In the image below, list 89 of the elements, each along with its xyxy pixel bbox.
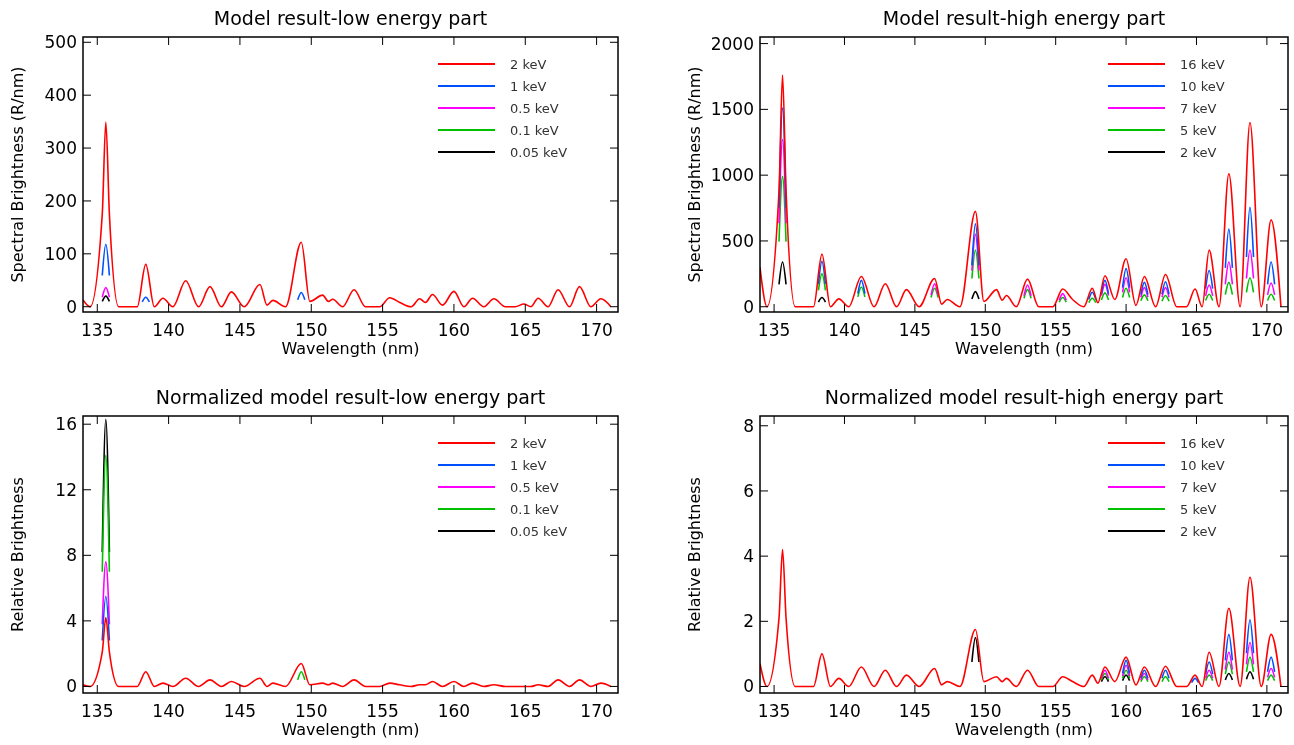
y-axis-title: Spectral Brightness (R/nm) [685, 66, 704, 283]
legend-label: 10 keV [1180, 458, 1225, 473]
legend-label: 2 keV [1180, 145, 1217, 160]
legend-label: 16 keV [1180, 57, 1225, 72]
x-tick-label: 135 [757, 701, 791, 721]
x-tick-label: 135 [81, 320, 114, 340]
x-axis-title: Wavelength (nm) [281, 339, 420, 358]
y-tick-label: 4 [743, 546, 754, 567]
y-tick-label: 6 [743, 480, 754, 501]
y-tick-label: 500 [44, 32, 77, 53]
y-tick-label: 0 [743, 296, 754, 317]
chart-title: Normalized model result-low energy part [155, 386, 546, 408]
chart-title: Normalized model result-high energy part [824, 386, 1224, 408]
legend-label: 0.5 keV [510, 480, 559, 495]
x-tick-label: 155 [366, 701, 399, 721]
x-tick-label: 140 [828, 701, 861, 721]
x-tick-label: 170 [1250, 320, 1284, 340]
x-tick-label: 140 [152, 701, 185, 721]
legend-label: 2 keV [510, 436, 547, 451]
y-tick-label: 1000 [710, 165, 754, 186]
legend-label: 2 keV [1180, 524, 1217, 539]
legend-label: 1 keV [510, 458, 547, 473]
legend-label: 1 keV [510, 79, 547, 94]
legend-label: 0.5 keV [510, 101, 559, 116]
legend-label: 0.05 keV [510, 524, 568, 539]
x-axis-title: Wavelength (nm) [281, 720, 420, 739]
x-tick-label: 145 [898, 320, 932, 340]
y-tick-label: 12 [55, 479, 77, 500]
line-series [83, 121, 612, 308]
legend-label: 10 keV [1180, 79, 1225, 94]
y-tick-label: 200 [44, 190, 77, 211]
line-series [760, 548, 1282, 688]
legend-label: 0.05 keV [510, 145, 568, 160]
x-tick-label: 140 [828, 320, 861, 340]
x-tick-label: 145 [223, 320, 257, 340]
y-tick-label: 4 [66, 610, 77, 631]
x-tick-label: 160 [437, 320, 471, 340]
y-tick-label: 8 [66, 545, 77, 566]
y-axis-title: Relative Brightness [685, 477, 704, 632]
y-tick-label: 0 [743, 676, 754, 697]
chart-title: Model result-high energy part [882, 7, 1166, 29]
y-tick-label: 2 [743, 611, 754, 632]
legend-label: 2 keV [510, 57, 547, 72]
y-tick-label: 500 [721, 230, 754, 251]
x-tick-label: 155 [366, 320, 399, 340]
legend-label: 5 keV [1180, 123, 1217, 138]
x-tick-label: 165 [1180, 320, 1213, 340]
legend-label: 7 keV [1180, 101, 1217, 116]
x-tick-label: 150 [969, 701, 1002, 721]
x-tick-label: 165 [1180, 701, 1213, 721]
x-tick-label: 160 [437, 701, 471, 721]
y-tick-label: 100 [44, 243, 77, 264]
legend-label: 7 keV [1180, 480, 1217, 495]
chart-title: Model result-low energy part [213, 7, 488, 29]
x-tick-label: 165 [509, 320, 542, 340]
y-axis-title: Relative Brightness [8, 477, 27, 632]
y-axis-title: Spectral Brightness (R/nm) [8, 66, 27, 283]
y-tick-label: 400 [44, 85, 77, 106]
y-tick-label: 300 [44, 138, 77, 159]
x-tick-label: 150 [295, 701, 328, 721]
x-tick-label: 170 [1250, 701, 1284, 721]
x-tick-label: 145 [223, 701, 257, 721]
x-tick-label: 155 [1039, 701, 1072, 721]
x-tick-label: 170 [580, 701, 613, 721]
y-tick-label: 1500 [710, 99, 754, 120]
y-tick-label: 0 [66, 296, 77, 317]
legend-label: 0.1 keV [510, 502, 559, 517]
x-tick-label: 155 [1039, 320, 1072, 340]
x-tick-label: 160 [1109, 320, 1143, 340]
y-tick-label: 16 [55, 414, 77, 435]
x-tick-label: 140 [152, 320, 185, 340]
x-tick-label: 145 [898, 701, 932, 721]
line-series [83, 616, 612, 688]
legend-label: 0.1 keV [510, 123, 559, 138]
x-axis-title: Wavelength (nm) [954, 339, 1094, 358]
line-series [760, 74, 1282, 308]
x-tick-label: 150 [969, 320, 1002, 340]
y-tick-label: 2000 [710, 33, 754, 54]
x-tick-label: 135 [81, 701, 114, 721]
legend-label: 5 keV [1180, 502, 1217, 517]
y-tick-label: 8 [743, 415, 754, 436]
x-tick-label: 165 [509, 701, 542, 721]
x-tick-label: 160 [1109, 701, 1143, 721]
y-tick-label: 0 [66, 676, 77, 697]
x-tick-label: 150 [295, 320, 328, 340]
legend-label: 16 keV [1180, 436, 1225, 451]
x-tick-label: 135 [757, 320, 791, 340]
x-axis-title: Wavelength (nm) [954, 720, 1094, 739]
x-tick-label: 170 [580, 320, 613, 340]
